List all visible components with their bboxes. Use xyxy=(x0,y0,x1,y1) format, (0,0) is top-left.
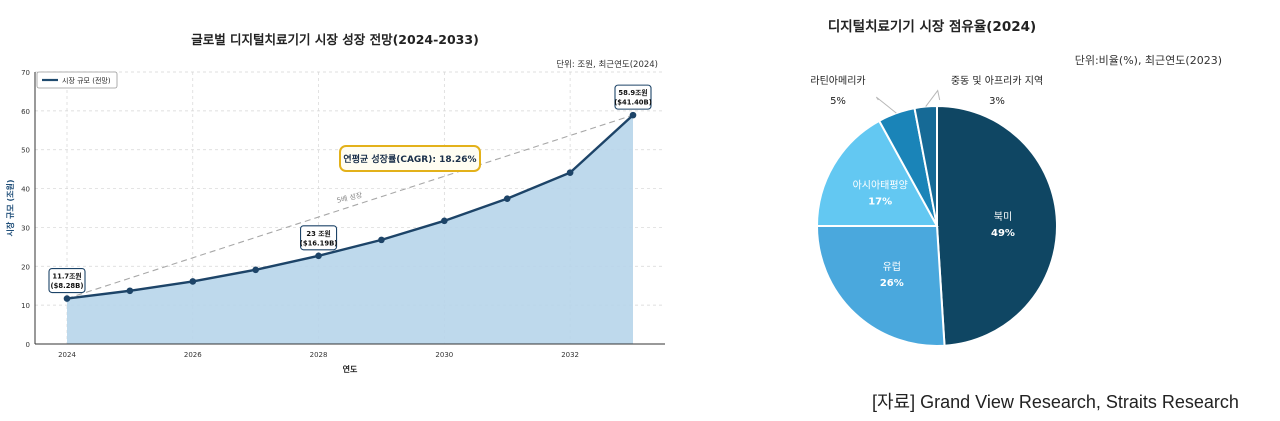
slice-label: 라틴아메리카 xyxy=(810,75,865,87)
pie-slices xyxy=(815,104,1058,347)
data-point xyxy=(126,287,134,295)
pie-chart-unit-note: 단위:비율(%), 최근연도(2023) xyxy=(1075,54,1222,67)
data-point xyxy=(566,169,574,176)
series-line-path xyxy=(66,114,634,300)
data-point xyxy=(503,195,511,202)
y-tick-label: 10 xyxy=(21,302,30,310)
line-chart-title: 글로벌 디지털치료기기 시장 성장 전망(2024-2033) xyxy=(191,32,479,47)
data-point xyxy=(441,217,448,225)
slice-label: 북미 xyxy=(994,211,1012,223)
slice-label: 아시아태평양 xyxy=(853,179,908,191)
x-tick-label: 2028 xyxy=(310,351,328,359)
data-annotation: 23 조원($16.19B) xyxy=(300,225,338,251)
legend: 시장 규모 (전망) xyxy=(36,71,118,89)
annotation-box xyxy=(614,84,652,110)
y-tick-label: 50 xyxy=(21,147,30,155)
data-annotation: 58.9조원 ($41.40B) xyxy=(614,84,652,110)
pie-slice xyxy=(815,225,946,347)
data-point xyxy=(189,278,197,285)
cagr-callout: 연평균 성장률(CAGR): 18.26% xyxy=(339,145,481,172)
slice-value: 49% xyxy=(991,228,1015,239)
y-tick-label: 0 xyxy=(26,341,30,349)
area-fill-path xyxy=(67,115,633,344)
trend-line-path xyxy=(66,114,634,300)
trend-line-label: 5배 성장 xyxy=(336,190,364,205)
pie-chart-title: 디지털치료기기 시장 점유율(2024) xyxy=(828,18,1036,35)
y-tick-label: 70 xyxy=(21,69,30,77)
x-axis-label: 연도 xyxy=(343,364,358,374)
data-point xyxy=(315,252,322,260)
annotation-usd: ($41.40B) xyxy=(614,99,652,107)
legend-label: 시장 규모 (전망) xyxy=(62,76,111,85)
pie-slice xyxy=(815,119,939,227)
series-line xyxy=(63,111,637,302)
slice-label: 유럽 xyxy=(883,261,901,273)
annotation-usd: ($16.19B) xyxy=(300,239,338,247)
pie-slice xyxy=(913,104,938,227)
line-chart-unit-note: 단위: 조원, 최근연도(2024) xyxy=(556,59,658,70)
slice-label: 중동 및 아프리카 지역 xyxy=(951,75,1043,87)
annotation-krw: 58.9조원 xyxy=(618,88,647,97)
leader-line xyxy=(875,96,897,114)
cagr-label: 연평균 성장률(CAGR): 18.26% xyxy=(343,153,476,165)
data-point xyxy=(252,266,259,274)
annotation-box xyxy=(300,225,338,251)
x-tick-label: 2030 xyxy=(435,351,453,359)
x-tick-label: 2032 xyxy=(561,351,579,359)
data-annotation: 11.7조원($8.28B) xyxy=(48,267,86,294)
trend-line xyxy=(66,114,634,300)
area-fill xyxy=(67,115,633,344)
x-tick-label: 2024 xyxy=(58,351,76,359)
x-tick-label: 2026 xyxy=(184,351,202,359)
annotation-krw: 23 조원 xyxy=(306,229,330,238)
data-point xyxy=(378,236,385,244)
market-growth-chart: 글로벌 디지털치료기기 시장 성장 전망(2024-2033) 단위: 조원, … xyxy=(5,32,665,374)
data-point xyxy=(629,111,637,119)
slice-value: 26% xyxy=(880,278,904,289)
annotation-krw: 11.7조원 xyxy=(52,272,81,281)
y-axis-label: 시장 규모 (조원) xyxy=(5,179,15,236)
y-tick-label: 60 xyxy=(21,108,30,116)
slice-value: 3% xyxy=(989,96,1005,107)
data-point xyxy=(63,295,71,302)
pie-slice xyxy=(936,104,1058,347)
market-share-chart: 디지털치료기기 시장 점유율(2024) 단위:비율(%), 최근연도(2023… xyxy=(810,18,1222,347)
annotations: 11.7조원($8.28B) 23 조원($16.19B) 58.9조원 ($41.4… xyxy=(48,84,652,294)
y-tick-label: 40 xyxy=(21,186,30,194)
annotation-box xyxy=(48,267,86,294)
pie-labels: 북미 49% 유럽 26% 아시아태평양 17% 라틴아메리카 5% 중동 및 아프리카 지역 3… xyxy=(810,75,1043,289)
y-tick-label: 30 xyxy=(21,224,30,232)
slice-value: 17% xyxy=(868,196,892,207)
slice-value: 5% xyxy=(830,96,846,107)
source-citation: [자료] Grand View Research, Straits Resear… xyxy=(872,392,1239,412)
y-tick-label: 20 xyxy=(21,263,30,271)
annotation-usd: ($8.28B) xyxy=(51,282,84,290)
leader-line xyxy=(925,89,941,107)
